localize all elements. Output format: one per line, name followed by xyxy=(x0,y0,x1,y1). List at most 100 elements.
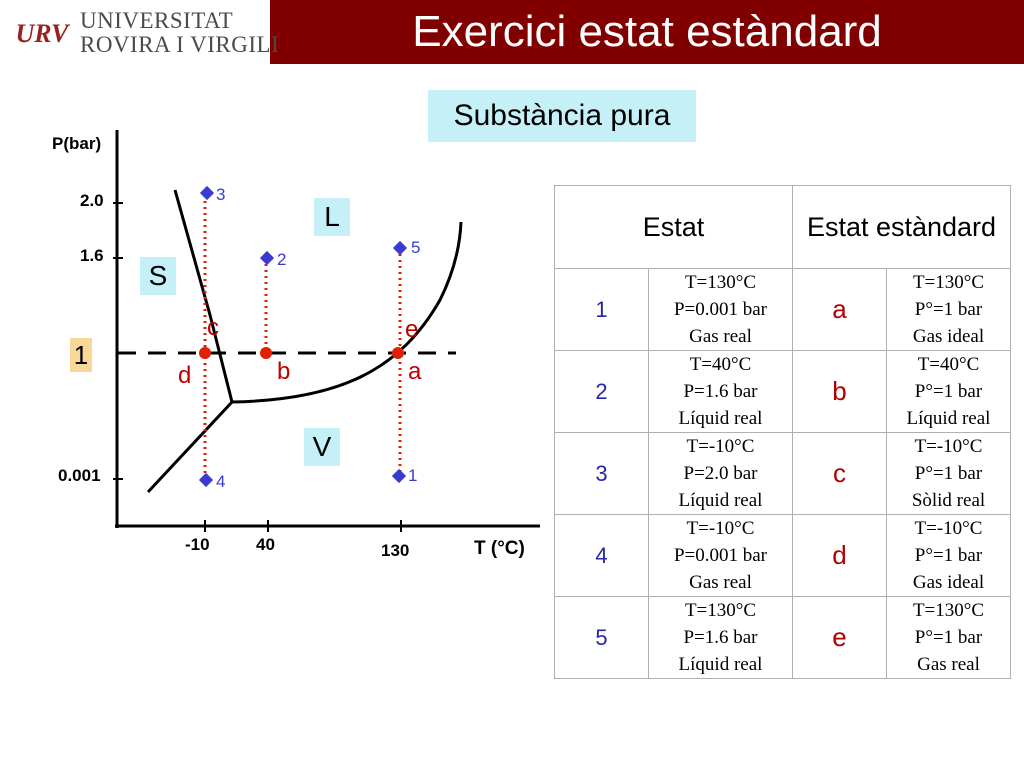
y-axis-label: P(bar) xyxy=(52,134,102,153)
state-2-label: 2 xyxy=(277,250,287,269)
cond-line: Líquid real xyxy=(678,490,763,511)
standard-conditions: T=-10°C P°=1 bar Sòlid real xyxy=(886,432,1011,515)
cond-line: P°=1 bar xyxy=(914,463,983,484)
state-table: Estat Estat estàndard 1 T=130°C P=0.001 b… xyxy=(554,185,1011,679)
cond-line: T=40°C xyxy=(689,354,752,375)
standard-conditions: T=130°C P°=1 bar Gas real xyxy=(886,596,1011,679)
standard-letter: d xyxy=(792,514,887,597)
state-number: 5 xyxy=(554,596,649,679)
cond-line: Gas ideal xyxy=(912,572,985,593)
cond-line: Líquid real xyxy=(678,408,763,429)
table-row: 5 T=130°C P=1.6 bar Líquid real e T=130°C P… xyxy=(554,596,1011,679)
state-number: 1 xyxy=(554,268,649,351)
cond-line: Gas ideal xyxy=(912,326,985,347)
slide-title: Exercici estat estàndard xyxy=(412,7,882,56)
state-conditions: T=130°C P=1.6 bar Líquid real xyxy=(648,596,793,679)
marker-3 xyxy=(199,185,215,201)
cond-line: P°=1 bar xyxy=(914,627,983,648)
point-d-label: d xyxy=(178,362,192,389)
table-row: 3 T=-10°C P=2.0 bar Líquid real c T=-10°C P… xyxy=(554,432,1011,515)
cond-line: P=2.0 bar xyxy=(683,463,758,484)
point-a-label: a xyxy=(408,358,422,385)
state-conditions: T=-10°C P=0.001 bar Gas real xyxy=(648,514,793,597)
state-conditions: T=40°C P=1.6 bar Líquid real xyxy=(648,350,793,433)
logo-text: URV xyxy=(16,19,72,48)
cond-line: T=-10°C xyxy=(914,518,983,539)
sublimation-curve xyxy=(146,400,234,494)
marker-1 xyxy=(391,468,407,484)
standard-conditions: T=-10°C P°=1 bar Gas ideal xyxy=(886,514,1011,597)
cond-line: Líquid real xyxy=(678,654,763,675)
phase-diagram xyxy=(113,130,540,532)
cond-line: P°=1 bar xyxy=(914,381,983,402)
cond-line: Sòlid real xyxy=(911,490,986,511)
header-state: Estat xyxy=(554,185,793,269)
table-header-row: Estat Estat estàndard xyxy=(554,185,1011,269)
point-b xyxy=(260,347,272,359)
marker-4 xyxy=(198,472,214,488)
state-3-label: 3 xyxy=(216,185,226,204)
region-vapor-label: V xyxy=(304,428,340,466)
cond-line: T=-10°C xyxy=(914,436,983,457)
cond-line: Gas real xyxy=(917,654,980,675)
standard-conditions: T=130°C P°=1 bar Gas ideal xyxy=(886,268,1011,351)
point-c-label: c xyxy=(207,314,219,341)
cond-line: Líquid real xyxy=(906,408,991,429)
marker-5 xyxy=(392,240,408,256)
university-name-line1: UNIVERSITAT xyxy=(80,8,234,33)
y-tick-label: 0.001 xyxy=(58,466,101,485)
header-logo-area xyxy=(0,0,270,64)
cond-line: P=0.001 bar xyxy=(673,299,768,320)
cond-line: P=1.6 bar xyxy=(683,627,758,648)
state-5-label: 5 xyxy=(411,238,421,257)
cond-line: T=40°C xyxy=(917,354,980,375)
state-number: 4 xyxy=(554,514,649,597)
y-tick-label: 1.6 xyxy=(80,246,104,265)
state-4-label: 4 xyxy=(216,472,226,491)
point-d xyxy=(199,347,211,359)
cond-line: P°=1 bar xyxy=(914,299,983,320)
table-row: 2 T=40°C P=1.6 bar Líquid real b T=40°C P°=… xyxy=(554,350,1011,433)
cond-line: P=1.6 bar xyxy=(683,381,758,402)
cond-line: T=130°C xyxy=(684,600,757,621)
x-tick-label: 40 xyxy=(256,535,275,554)
state-conditions: T=-10°C P=2.0 bar Líquid real xyxy=(648,432,793,515)
standard-letter: c xyxy=(792,432,887,515)
university-logo-icon: URV xyxy=(16,19,72,48)
standard-conditions: T=40°C P°=1 bar Líquid real xyxy=(886,350,1011,433)
x-tick-label: 130 xyxy=(381,541,410,560)
fusion-curve xyxy=(173,189,234,403)
cond-line: T=-10°C xyxy=(686,436,755,457)
region-liquid-label: L xyxy=(314,198,350,236)
vaporization-curve xyxy=(231,221,463,404)
university-name-line2: ROVIRA I VIRGILI xyxy=(80,32,280,57)
one-bar-tick-label: 1 xyxy=(70,338,92,372)
table-row: 1 T=130°C P=0.001 bar Gas real a T=130°C P°… xyxy=(554,268,1011,351)
point-b-label: b xyxy=(277,358,291,385)
header-standard-state: Estat estàndard xyxy=(792,185,1011,269)
point-a xyxy=(392,347,404,359)
cond-line: P°=1 bar xyxy=(914,545,983,566)
cond-line: T=-10°C xyxy=(686,518,755,539)
subtitle-box xyxy=(428,90,696,142)
y-tick-label: 2.0 xyxy=(80,191,104,210)
state-number: 3 xyxy=(554,432,649,515)
marker-2 xyxy=(259,250,275,266)
x-tick-label: -10 xyxy=(185,535,210,554)
point-e-label: e xyxy=(405,316,419,343)
cond-line: Gas real xyxy=(689,572,752,593)
cond-line: Gas real xyxy=(689,326,752,347)
region-solid-label: S xyxy=(140,257,176,295)
standard-letter: a xyxy=(792,268,887,351)
cond-line: T=130°C xyxy=(684,272,757,293)
cond-line: P=0.001 bar xyxy=(673,545,768,566)
standard-letter: b xyxy=(792,350,887,433)
table-row: 4 T=-10°C P=0.001 bar Gas real d T=-10°C P°… xyxy=(554,514,1011,597)
state-number: 2 xyxy=(554,350,649,433)
state-conditions: T=130°C P=0.001 bar Gas real xyxy=(648,268,793,351)
standard-letter: e xyxy=(792,596,887,679)
cond-line: T=130°C xyxy=(912,272,985,293)
state-1-label: 1 xyxy=(408,466,418,485)
header-bar xyxy=(270,0,1024,64)
subtitle: Substància pura xyxy=(453,99,671,132)
